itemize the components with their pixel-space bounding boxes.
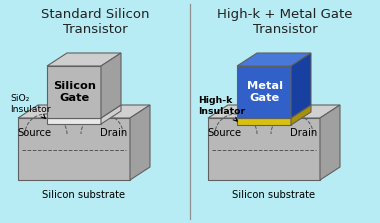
Polygon shape (208, 105, 340, 118)
Polygon shape (47, 105, 121, 118)
Polygon shape (237, 105, 311, 118)
Polygon shape (291, 53, 311, 118)
Polygon shape (237, 53, 311, 66)
Polygon shape (208, 118, 320, 180)
Text: Silicon substrate: Silicon substrate (233, 190, 315, 200)
Text: SiO₂
Insulator: SiO₂ Insulator (10, 94, 51, 119)
Polygon shape (18, 118, 130, 180)
Text: Silicon substrate: Silicon substrate (43, 190, 125, 200)
Polygon shape (47, 66, 101, 118)
Text: High-k
Insulator: High-k Insulator (198, 96, 245, 121)
Polygon shape (291, 105, 311, 125)
Text: Drain: Drain (100, 128, 128, 138)
Polygon shape (237, 118, 291, 125)
Polygon shape (18, 105, 150, 118)
Text: Silicon
Gate: Silicon Gate (54, 81, 97, 103)
Text: Metal
Gate: Metal Gate (247, 81, 283, 103)
Polygon shape (130, 105, 150, 180)
Polygon shape (237, 66, 291, 118)
Text: Standard Silicon
Transistor: Standard Silicon Transistor (41, 8, 149, 36)
Polygon shape (47, 118, 101, 124)
Polygon shape (101, 53, 121, 118)
Text: Source: Source (17, 128, 51, 138)
Polygon shape (47, 53, 121, 66)
Text: Source: Source (207, 128, 241, 138)
Text: Drain: Drain (290, 128, 318, 138)
Polygon shape (320, 105, 340, 180)
Text: High-k + Metal Gate
Transistor: High-k + Metal Gate Transistor (217, 8, 353, 36)
Polygon shape (101, 105, 121, 124)
